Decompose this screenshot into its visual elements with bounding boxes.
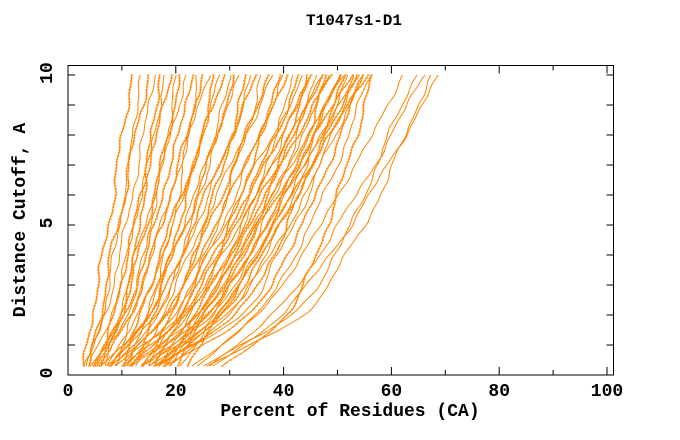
gdt-curve (116, 74, 211, 367)
gdt-curve (90, 74, 177, 367)
gdt-curve (158, 74, 324, 367)
gdt-curve (209, 74, 426, 367)
x-tick-label: 60 (381, 382, 403, 402)
gdt-curve (179, 74, 361, 367)
gdt-curve-markers (81, 74, 133, 367)
gdt-curve (221, 74, 373, 367)
x-axis-label: Percent of Residues (CA) (220, 402, 480, 422)
gdt-curve (128, 74, 294, 367)
gdt-curve-markers (123, 74, 227, 367)
gdt-curve (88, 74, 165, 367)
gdt-curve (148, 74, 341, 367)
gdt-curve-markers (162, 74, 333, 367)
gdt-curve-markers (95, 74, 195, 367)
gdt-curve (191, 74, 372, 367)
y-tick-label: 5 (38, 218, 58, 229)
gdt-curve-markers (176, 74, 355, 367)
tick-labels: 0 20 40 60 80 100 0 5 10 (38, 62, 623, 402)
x-tick-label: 20 (165, 382, 187, 402)
gdt-curve (148, 74, 303, 367)
plot-border (67, 65, 614, 376)
gdt-curve (125, 74, 284, 367)
gdt-curve (170, 74, 345, 367)
gdt-curve (203, 74, 418, 367)
gdt-curve (85, 74, 141, 367)
gdt-curve (106, 74, 232, 367)
gdt-curve (149, 74, 331, 367)
gdt-curve (82, 74, 133, 367)
x-tick-label: 100 (591, 382, 623, 402)
gdt-curve (212, 74, 439, 367)
gdt-curve (206, 74, 432, 367)
y-tick-label: 10 (38, 62, 58, 84)
plot-axes (67, 65, 614, 376)
gdt-curve-markers (88, 74, 150, 367)
chart-title: T1047s1-D1 (305, 12, 402, 30)
x-tick-label: 0 (63, 382, 74, 402)
gdt-curve (104, 74, 187, 367)
gdt-curve-markers (186, 74, 370, 367)
gdt-curve (135, 74, 274, 367)
gdt-curve (155, 74, 347, 367)
gdt-curve (88, 75, 149, 367)
gdt-curves (81, 74, 439, 367)
tick-marks (67, 65, 614, 375)
gdt-curve (83, 74, 156, 367)
gdt-curve (197, 74, 404, 367)
gdt-curve-markers (221, 74, 373, 367)
x-tick-label: 40 (273, 382, 295, 402)
x-tick-label: 80 (488, 382, 510, 402)
y-tick-label: 0 (38, 368, 58, 379)
gdt-curve (126, 74, 240, 367)
gdt-curve (168, 74, 364, 367)
